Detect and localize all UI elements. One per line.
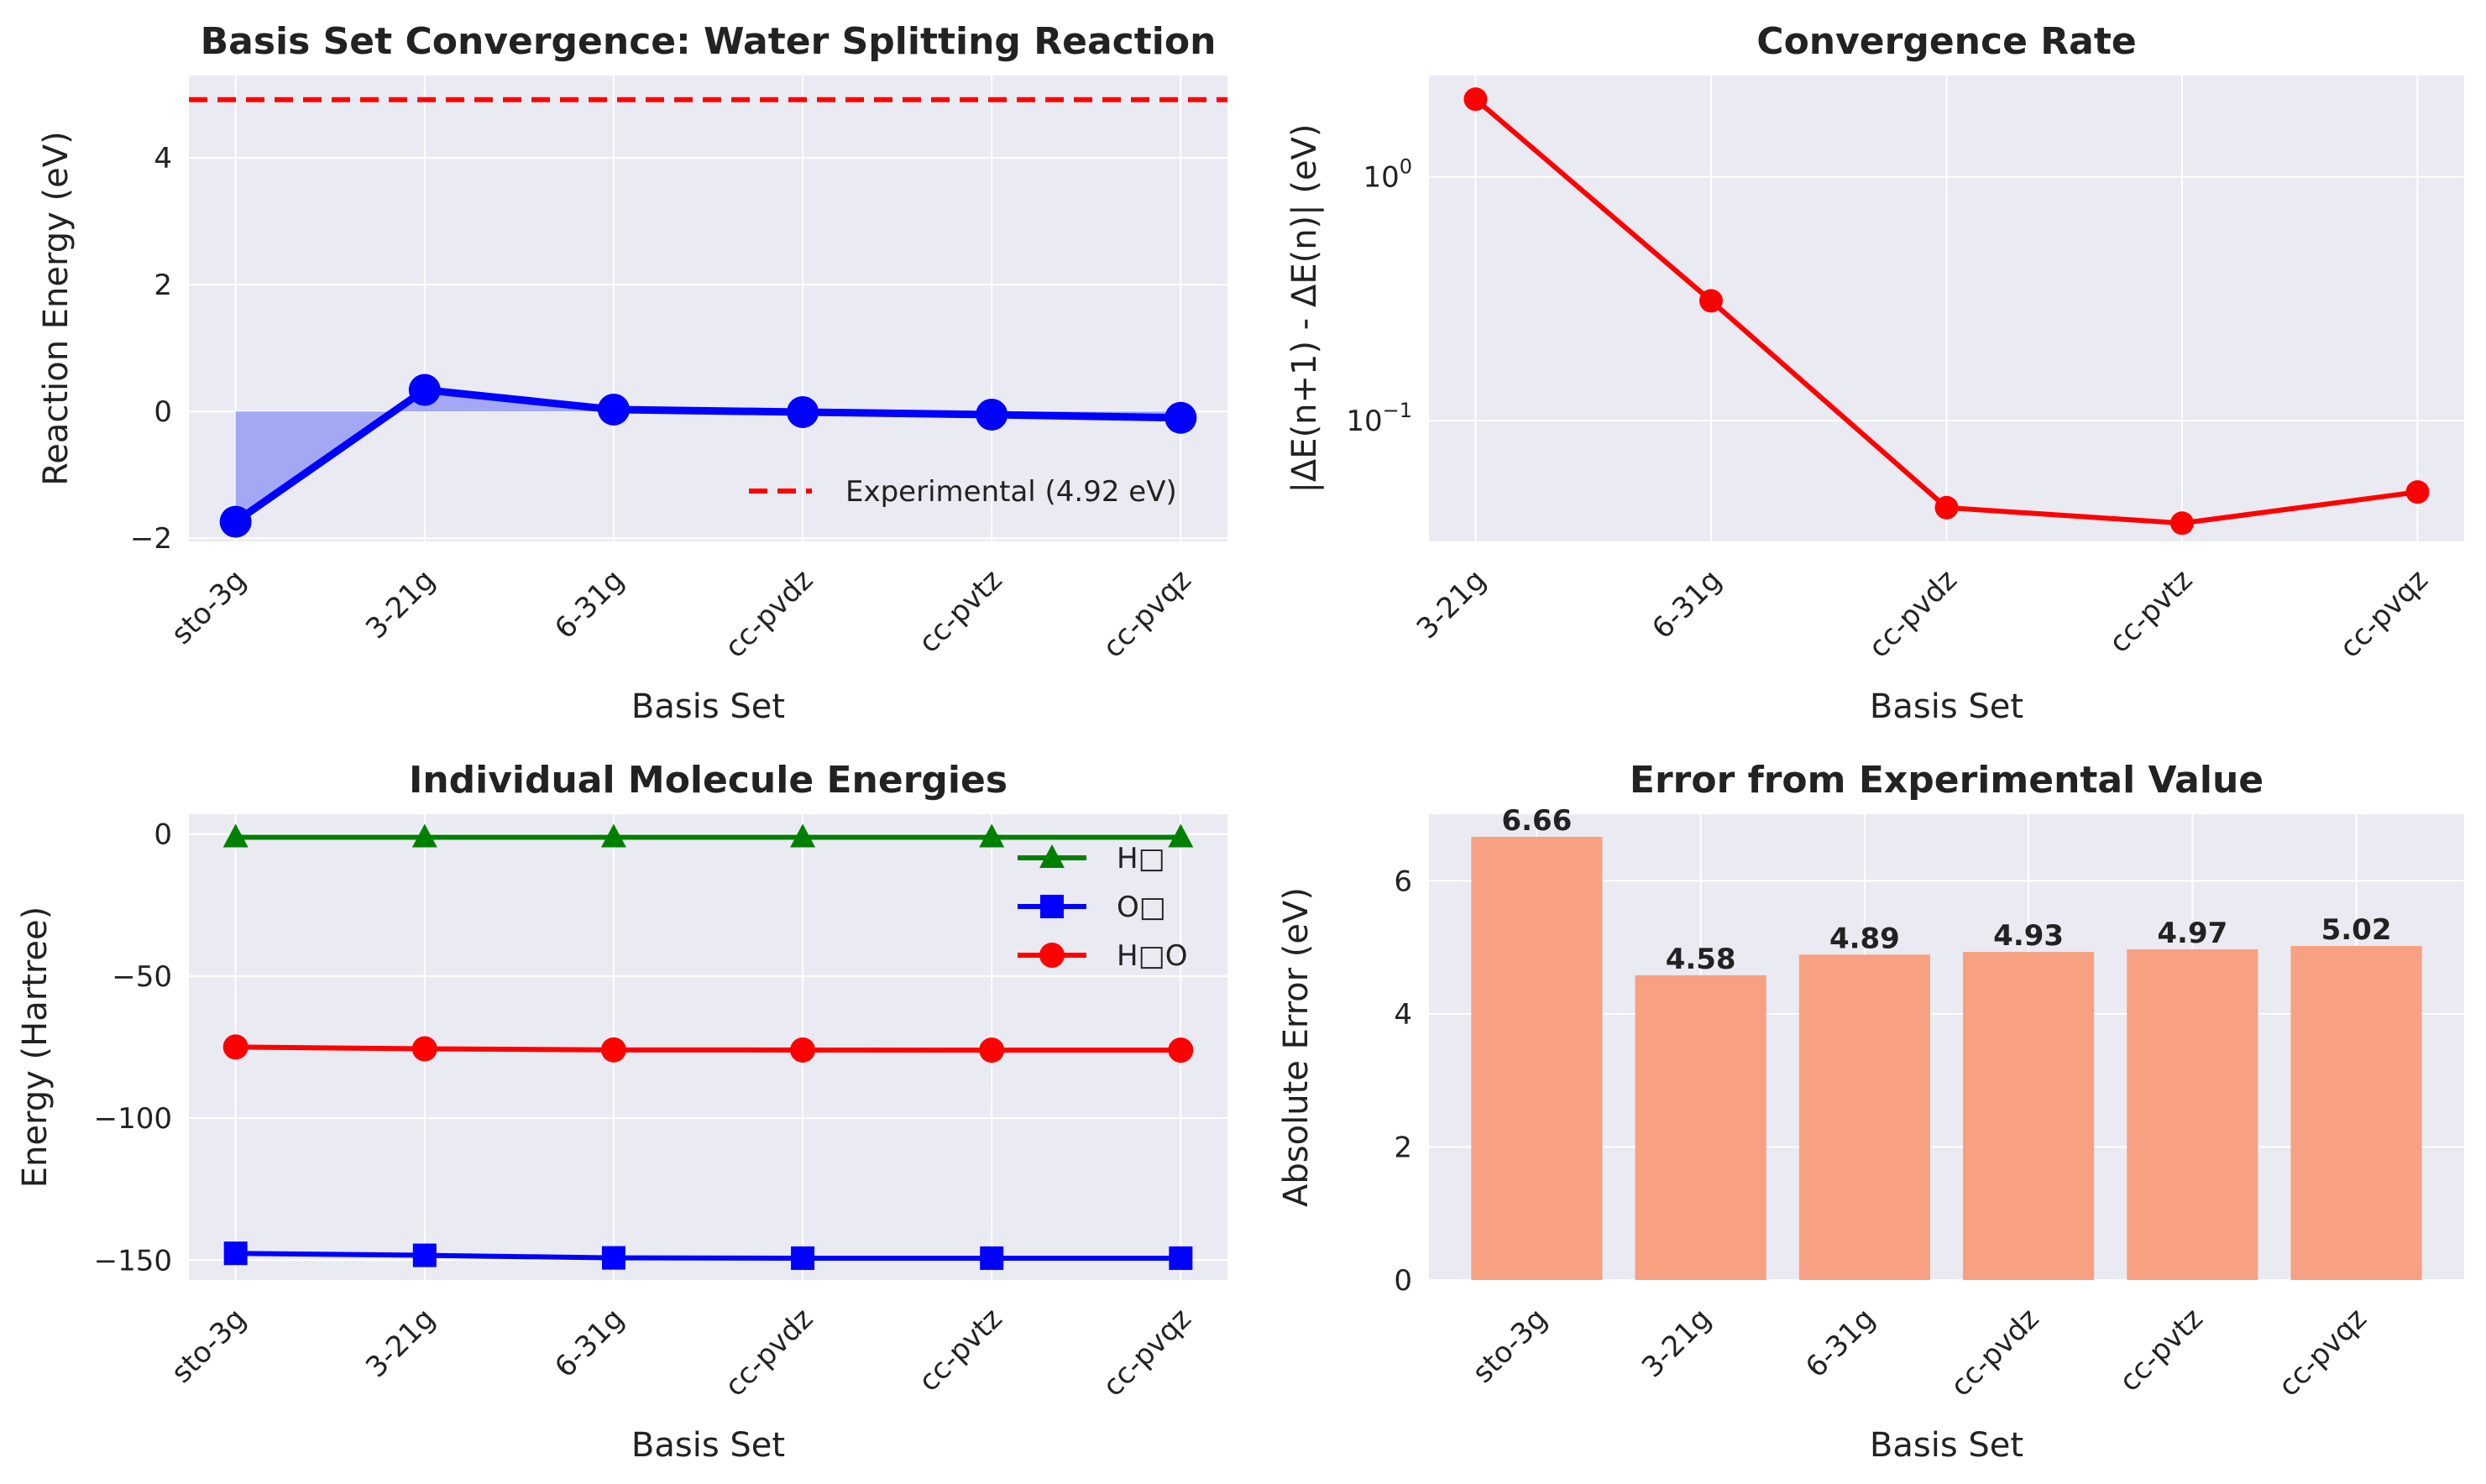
x-axis-label: Basis Set xyxy=(631,1426,785,1465)
x-axis-label: Basis Set xyxy=(1870,687,2023,726)
y-tick-label: −2 xyxy=(130,522,172,556)
bar-value-label: 6.66 xyxy=(1501,804,1572,838)
bar-value-label: 4.89 xyxy=(1829,922,1900,955)
bar xyxy=(1635,975,1766,1280)
data-point xyxy=(790,823,816,848)
data-point xyxy=(1169,1246,1193,1270)
data-point xyxy=(411,1036,437,1062)
data-point xyxy=(2405,480,2430,504)
data-point xyxy=(979,823,1005,848)
y-tick-label: 100 xyxy=(1363,155,1412,195)
y-tick-label: 0 xyxy=(154,395,172,429)
y-tick-label: 6 xyxy=(1394,865,1412,898)
legend-marker xyxy=(1040,895,1064,918)
data-point xyxy=(790,1037,816,1063)
data-point xyxy=(412,1243,437,1267)
y-axis-label: Energy (Hartree) xyxy=(16,907,55,1188)
y-axis-label: Reaction Energy (eV) xyxy=(37,131,76,485)
plot-marks: 6.66 4.58 4.89 4.93 4.97 5.02 xyxy=(1471,804,2422,1280)
bar xyxy=(2127,948,2258,1280)
y-tick-label: 4 xyxy=(154,142,172,175)
bar-value-label: 4.93 xyxy=(1993,919,2064,953)
reaction-energy-line xyxy=(233,386,1181,525)
chart-title: Convergence Rate xyxy=(1756,20,2136,63)
data-point xyxy=(600,1037,626,1063)
bar xyxy=(2290,945,2422,1280)
plot-marks xyxy=(1463,87,2430,536)
bar-value-label: 4.58 xyxy=(1666,943,1736,976)
plot-area xyxy=(189,76,1227,541)
bar-value-label: 5.02 xyxy=(2321,913,2392,947)
y-tick-label: 2 xyxy=(154,269,172,302)
data-point xyxy=(222,1034,249,1060)
series-line xyxy=(235,1251,1181,1261)
y-tick-label: −50 xyxy=(112,960,172,994)
data-point xyxy=(597,393,630,426)
data-point xyxy=(1168,823,1194,848)
legend-label-experimental: Experimental (4.92 eV) xyxy=(845,475,1177,509)
legend: Experimental (4.92 eV) xyxy=(749,475,1177,509)
chart-title: Basis Set Convergence: Water Splitting R… xyxy=(201,20,1217,63)
data-point xyxy=(1164,401,1197,434)
y-tick-label: 10−1 xyxy=(1346,399,1412,438)
legend-label: H□O xyxy=(1117,939,1187,973)
bar xyxy=(1471,836,1603,1280)
legend-label: O□ xyxy=(1117,891,1166,924)
data-point xyxy=(219,505,252,538)
bar-value-label: 4.97 xyxy=(2157,917,2227,950)
data-point xyxy=(791,1246,815,1270)
data-point xyxy=(1463,87,1488,112)
y-tick-label: 0 xyxy=(1394,1264,1412,1298)
data-point xyxy=(222,823,249,848)
data-point xyxy=(980,1246,1004,1270)
chart-title: Error from Experimental Value xyxy=(1630,759,2264,802)
bar xyxy=(1963,952,2095,1280)
data-point xyxy=(976,398,1008,431)
y-tick-label: 0 xyxy=(154,818,172,852)
y-tick-label: −150 xyxy=(94,1244,172,1278)
y-axis-label: Absolute Error (eV) xyxy=(1277,887,1316,1207)
x-axis-label: Basis Set xyxy=(1870,1426,2023,1465)
y-tick-label: −100 xyxy=(94,1102,172,1136)
plot-marks xyxy=(189,97,1227,538)
legend: H□ O□ H□O xyxy=(1018,842,1187,973)
y-tick-label: 2 xyxy=(1394,1131,1412,1164)
legend-label: H□ xyxy=(1117,842,1165,875)
data-point xyxy=(1934,495,1959,520)
plot-marks xyxy=(222,823,1194,1270)
y-tick-label: 4 xyxy=(1394,998,1412,1032)
data-point xyxy=(787,395,819,428)
bar xyxy=(1798,954,1930,1280)
data-point xyxy=(408,374,441,406)
legend-marker xyxy=(1039,844,1065,868)
data-point xyxy=(223,1241,248,1266)
data-point xyxy=(2170,511,2195,536)
chart-title: Individual Molecule Energies xyxy=(409,759,1007,802)
x-axis-label: Basis Set xyxy=(631,687,785,726)
data-point xyxy=(1698,289,1723,313)
legend-marker xyxy=(1039,943,1065,968)
data-point xyxy=(411,823,437,848)
data-point xyxy=(600,823,626,848)
y-axis-label: |ΔE(n+1) - ΔE(n)| (eV) xyxy=(1285,123,1324,493)
data-point xyxy=(601,1246,625,1270)
data-point xyxy=(979,1037,1005,1063)
data-point xyxy=(1168,1037,1194,1063)
series-line xyxy=(235,1044,1181,1053)
